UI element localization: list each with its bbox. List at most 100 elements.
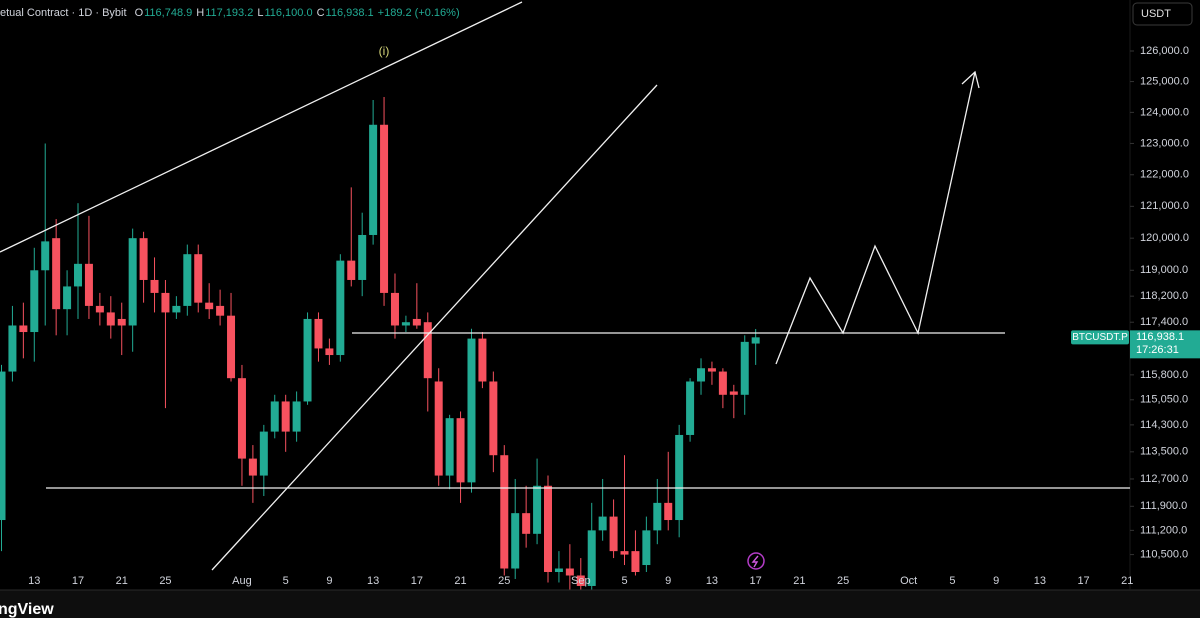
candle-body xyxy=(161,292,170,313)
candle-body xyxy=(52,238,61,310)
symbol-name: etual Contract · 1D · Bybit xyxy=(0,7,127,19)
candle-body xyxy=(369,124,378,235)
candle-body xyxy=(478,338,487,382)
candle-body xyxy=(544,485,552,572)
ohlc-key: O xyxy=(135,7,144,19)
candle-body xyxy=(565,568,574,576)
y-tick-label: 125,000.0 xyxy=(1140,75,1189,87)
y-tick-label: 112,700.0 xyxy=(1140,473,1188,485)
footer-bar xyxy=(0,590,1200,618)
event-icon-bolt xyxy=(751,555,759,568)
candle-body xyxy=(456,418,465,483)
x-tick-label: 5 xyxy=(283,575,289,587)
candle-body xyxy=(664,502,673,521)
candle-body xyxy=(259,431,268,476)
candle-body xyxy=(0,371,6,521)
x-tick-label: 13 xyxy=(28,575,40,587)
candle-body xyxy=(74,263,83,287)
candle-body xyxy=(128,238,137,326)
candle-body xyxy=(598,516,607,531)
y-tick-label: 118,200.0 xyxy=(1140,290,1188,302)
candle-body xyxy=(533,485,542,534)
y-tick-label: 126,000.0 xyxy=(1140,45,1189,57)
x-tick-label: Aug xyxy=(232,575,252,587)
candle-body xyxy=(292,401,301,432)
symbol-label: BTCUSDT.P xyxy=(1072,332,1128,343)
currency-button[interactable] xyxy=(1132,2,1193,26)
candle-body xyxy=(216,305,225,316)
y-tick-label: 117,400.0 xyxy=(1140,316,1188,328)
candle-body xyxy=(41,241,50,271)
candle-body xyxy=(84,263,93,306)
y-tick-label: 111,900.0 xyxy=(1140,500,1187,512)
x-tick-label: 9 xyxy=(665,575,671,587)
x-tick-label: Sep xyxy=(571,575,591,587)
candle-body xyxy=(106,312,115,326)
candle-body xyxy=(19,325,28,333)
y-tick-label: 115,050.0 xyxy=(1140,394,1188,406)
candle-body xyxy=(194,254,203,303)
candle-body xyxy=(237,378,246,459)
drawings xyxy=(0,1,1130,571)
candle-body xyxy=(609,516,618,552)
x-tick-label: 17 xyxy=(750,575,762,587)
candle-body xyxy=(270,401,279,432)
y-tick-label: 119,000.0 xyxy=(1140,264,1188,276)
candle-body xyxy=(172,305,181,313)
candle-body xyxy=(489,381,498,456)
candle-body xyxy=(139,238,148,280)
ohlc-value: 116,938.1 xyxy=(326,7,374,19)
ohlc-value: 117,193.2 xyxy=(205,7,253,19)
candle-body xyxy=(336,260,345,356)
x-tick-label: 5 xyxy=(949,575,955,587)
candle-body xyxy=(675,434,684,521)
candle-body xyxy=(511,513,520,569)
y-tick-label: 114,300.0 xyxy=(1140,419,1188,431)
currency-label: USDT xyxy=(1141,8,1171,20)
candle-body xyxy=(380,124,389,293)
trend-line xyxy=(211,84,658,571)
candle-body xyxy=(697,368,706,382)
candle-body xyxy=(358,234,367,280)
candle-body xyxy=(686,381,695,435)
candle-body xyxy=(467,338,476,483)
candle-body xyxy=(325,348,334,356)
candle-body xyxy=(63,286,72,310)
ohlc-key: C xyxy=(317,7,325,19)
y-tick-label: 113,500.0 xyxy=(1140,446,1188,458)
candle-body xyxy=(390,292,399,326)
candle-body xyxy=(642,530,651,566)
candle-body xyxy=(423,322,432,379)
x-tick-label: 17 xyxy=(72,575,84,587)
candle-body xyxy=(500,455,509,569)
symbol-label-bg xyxy=(1071,330,1129,345)
candle-body xyxy=(751,337,760,344)
candle-body xyxy=(620,551,629,555)
candle-body xyxy=(227,315,236,379)
candle-body xyxy=(653,502,662,531)
x-tick-label: 25 xyxy=(498,575,510,587)
candle-body xyxy=(631,551,640,572)
candle-body xyxy=(95,305,104,313)
candle-body xyxy=(576,575,585,586)
ohlc-key: H xyxy=(196,7,204,19)
y-tick-label: 123,000.0 xyxy=(1140,137,1189,149)
ohlc-value: 116,748.9 xyxy=(144,7,192,19)
event-icon[interactable] xyxy=(747,552,765,570)
x-tick-label: 9 xyxy=(993,575,999,587)
price-label: 116,938.1 xyxy=(1136,331,1184,343)
y-tick-label: 122,000.0 xyxy=(1140,169,1189,181)
x-tick-label: 5 xyxy=(621,575,627,587)
candle-body xyxy=(718,371,727,395)
brand: ngView xyxy=(0,601,54,618)
candle-body xyxy=(401,322,410,326)
candle-body xyxy=(554,568,563,572)
candle-body xyxy=(729,391,738,395)
candle-body xyxy=(445,418,454,476)
candle-body xyxy=(740,341,749,395)
change-value: +189.2 (+0.16%) xyxy=(378,7,460,19)
candle-body xyxy=(117,318,126,326)
x-tick-label: 13 xyxy=(367,575,379,587)
x-tick-label: 25 xyxy=(159,575,171,587)
